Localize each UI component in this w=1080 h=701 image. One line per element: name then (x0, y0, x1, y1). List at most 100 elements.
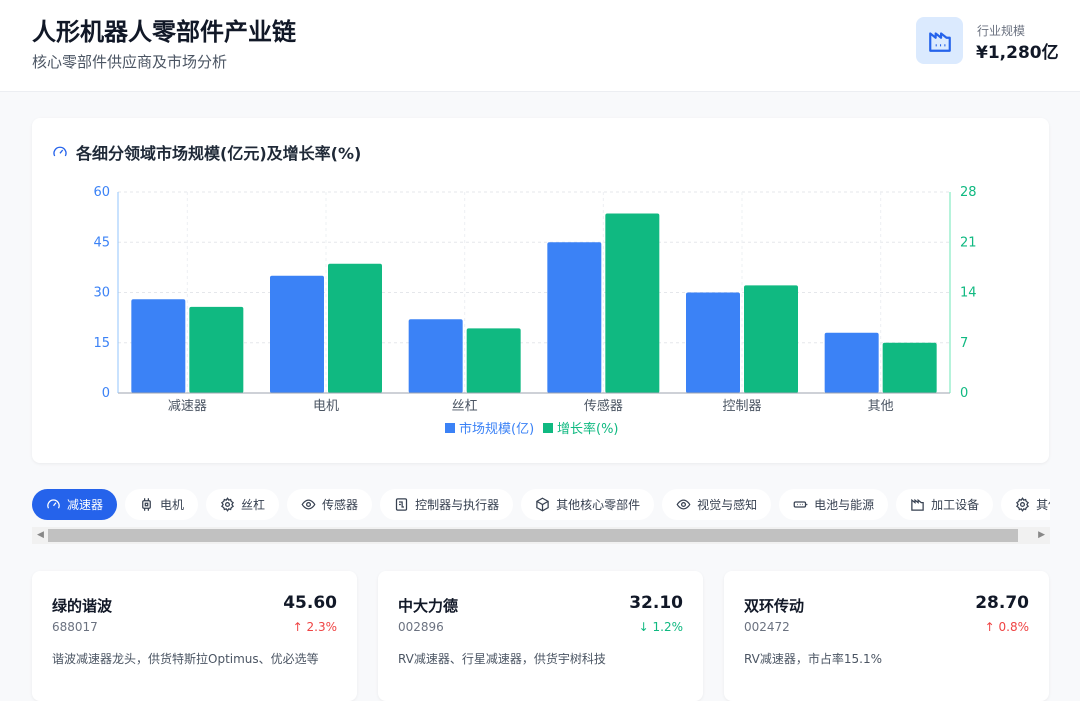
stock-code: 002896 (398, 620, 444, 634)
scroll-right-arrow[interactable]: ▶ (1038, 530, 1045, 540)
bar-market-size (131, 299, 186, 393)
bar-growth-rate (882, 342, 937, 393)
tab-1[interactable]: 电机 (125, 489, 199, 520)
factory-icon (916, 17, 963, 64)
chart-card: 各细分领域市场规模(亿元)及增长率(%) 0 0 15 7 30 14 45 21 60 28 减速… (32, 118, 1049, 463)
company-name: 中大力德 (398, 597, 459, 615)
stock-code: 688017 (52, 620, 98, 634)
horizontal-scrollbar[interactable]: ◀ ▶ (32, 527, 1050, 544)
x-tick-label: 其他 (868, 399, 894, 414)
y-right-tick: 14 (960, 286, 977, 301)
tab-5[interactable]: 其他核心零部件 (521, 489, 655, 520)
legend-swatch (445, 423, 455, 433)
supplier-card[interactable]: 绿的谐波 45.60 688017 ↑ 2.3% 谐波减速器龙头，供货特斯拉Op… (32, 571, 357, 701)
tab-3[interactable]: 传感器 (287, 489, 373, 520)
bar-market-size (824, 332, 879, 393)
stock-price: 28.70 (975, 593, 1029, 613)
price-change: ↓ 1.2% (639, 620, 683, 634)
tab-label: 电机 (160, 498, 185, 512)
price-change: ↑ 0.8% (985, 620, 1029, 634)
y-right-tick: 0 (960, 386, 968, 401)
bar-market-size (408, 319, 463, 393)
y-left-tick: 45 (93, 235, 110, 250)
y-left-tick: 15 (93, 336, 110, 351)
category-tabs: 减速器 电机 丝杠 传感器 控制器与执行器 其他核心零部件 视觉与感知 电池与能源 加工设备 其他 (32, 489, 1050, 521)
supplier-card[interactable]: 双环传动 28.70 002472 ↑ 0.8% RV减速器，市占率15.1% (724, 571, 1049, 701)
legend-label: 增长率(%) (557, 421, 619, 437)
tab-label: 控制器与执行器 (415, 498, 500, 512)
supplier-card[interactable]: 中大力德 32.10 002896 ↓ 1.2% RV减速器、行星减速器，供货宇… (378, 571, 703, 701)
company-description: RV减速器，市占率15.1% (744, 652, 883, 666)
price-change: ↑ 2.3% (293, 620, 337, 634)
tab-6[interactable]: 视觉与感知 (662, 489, 772, 520)
company-description: RV减速器、行星减速器，供货宇树科技 (398, 652, 606, 666)
industry-scale-value: ¥1,280亿 (976, 43, 1059, 63)
legend-swatch (543, 423, 553, 433)
battery-icon (793, 501, 808, 508)
tab-9[interactable]: 其他 (1001, 489, 1050, 520)
arrow-down-icon: ↓ (638, 620, 649, 634)
bar-growth-rate (189, 306, 244, 393)
y-right-tick: 7 (960, 336, 968, 351)
gauge-icon (47, 499, 60, 509)
chart-title: 各细分领域市场规模(亿元)及增长率(%) (52, 140, 361, 164)
tab-label: 加工设备 (931, 498, 980, 512)
x-tick-label: 电机 (313, 399, 339, 414)
chart-title-text: 各细分领域市场规模(亿元)及增长率(%) (76, 144, 362, 163)
change-value: 1.2% (652, 620, 684, 634)
circuit-icon (395, 498, 408, 511)
bar-market-size (686, 292, 740, 393)
scrollbar-thumb[interactable] (48, 529, 1018, 542)
change-value: 0.8% (998, 620, 1030, 634)
tab-label: 丝杠 (241, 498, 266, 512)
x-tick-label: 减速器 (168, 399, 207, 414)
x-tick-label: 控制器 (722, 399, 761, 414)
tab-label: 其他 (1036, 498, 1050, 512)
company-name: 绿的谐波 (52, 597, 113, 615)
gauge-icon (53, 146, 67, 157)
y-left-tick: 0 (102, 386, 110, 401)
arrow-up-icon: ↑ (984, 620, 995, 634)
tab-8[interactable]: 加工设备 (896, 489, 994, 520)
arrow-up-icon: ↑ (292, 620, 303, 634)
y-left-tick: 60 (93, 185, 110, 200)
factory-icon (911, 498, 924, 511)
y-right-tick: 21 (960, 235, 977, 250)
change-value: 2.3% (306, 620, 338, 634)
scroll-left-arrow[interactable]: ◀ (37, 530, 44, 540)
bar-market-size (270, 275, 324, 393)
legend-label: 市场规模(亿) (459, 421, 534, 437)
industry-scale-label: 行业规模 (977, 24, 1026, 38)
page-title: 人形机器人零部件产业链 (32, 18, 296, 46)
x-tick-label: 传感器 (584, 398, 623, 414)
gear-icon (221, 497, 235, 512)
tab-label: 减速器 (67, 498, 104, 512)
tab-label: 视觉与感知 (697, 498, 758, 512)
bar-growth-rate (744, 285, 798, 393)
tab-label: 电池与能源 (814, 498, 875, 512)
x-tick-label: 丝杠 (452, 398, 478, 414)
tab-label: 其他核心零部件 (556, 498, 641, 512)
company-name: 双环传动 (744, 597, 805, 615)
bar-growth-rate (605, 213, 660, 393)
tab-2[interactable]: 丝杠 (206, 489, 280, 520)
stock-price: 45.60 (283, 593, 337, 613)
box-icon (536, 497, 549, 512)
company-description: 谐波减速器龙头，供货特斯拉Optimus、优必选等 (52, 652, 319, 666)
stock-code: 002472 (744, 620, 790, 634)
tab-label: 传感器 (322, 498, 359, 512)
chip-icon (142, 498, 151, 511)
bar-market-size (547, 242, 602, 393)
tab-4[interactable]: 控制器与执行器 (380, 489, 514, 520)
page-subtitle: 核心零部件供应商及市场分析 (32, 53, 228, 71)
eye-icon (301, 499, 316, 510)
y-left-tick: 30 (93, 286, 110, 301)
bar-growth-rate (328, 263, 382, 393)
gear-icon (1016, 497, 1030, 512)
tab-7[interactable]: 电池与能源 (779, 489, 889, 520)
bar-growth-rate (466, 328, 521, 393)
stock-price: 32.10 (629, 593, 683, 613)
eye-icon (676, 499, 691, 510)
tab-0[interactable]: 减速器 (32, 489, 118, 520)
